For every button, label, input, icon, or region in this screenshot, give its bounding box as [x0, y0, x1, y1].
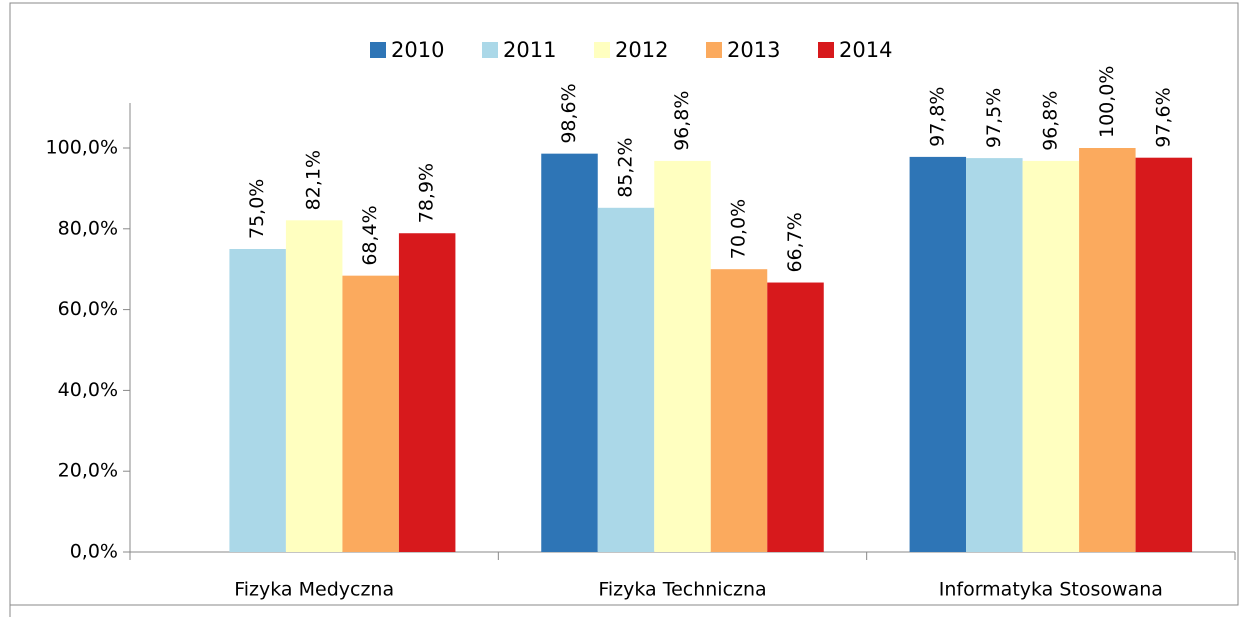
chart-border: [9, 2, 1239, 606]
y-tick-label: 60,0%: [58, 298, 118, 320]
bar: [398, 233, 456, 552]
legend-swatch: [706, 42, 722, 58]
value-label: 78,9%: [416, 163, 438, 223]
value-label: 85,2%: [615, 137, 637, 197]
value-label: 70,0%: [728, 199, 750, 259]
value-label: 96,8%: [1039, 91, 1061, 151]
bar: [710, 269, 768, 552]
y-tick-label: 100,0%: [46, 137, 118, 159]
bar: [285, 220, 343, 553]
bar: [541, 153, 598, 552]
bar: [1079, 148, 1136, 552]
y-tick-label: 20,0%: [58, 460, 118, 482]
legend-swatch: [818, 42, 834, 58]
bar: [229, 249, 286, 552]
legend-label: 2011: [503, 38, 556, 62]
y-tick-label: 40,0%: [58, 379, 118, 401]
legend-swatch: [594, 42, 610, 58]
value-label: 98,6%: [558, 83, 580, 143]
y-tick-label: 80,0%: [58, 217, 118, 239]
bar: [1022, 160, 1080, 553]
value-label: 97,8%: [926, 87, 948, 147]
value-label: 68,4%: [359, 205, 381, 265]
value-label: 82,1%: [303, 150, 325, 210]
bar: [597, 207, 655, 553]
legend-label: 2013: [727, 38, 780, 62]
legend-label: 2010: [391, 38, 444, 62]
value-label: 75,0%: [246, 179, 268, 239]
y-tick-label: 0,0%: [70, 541, 118, 563]
bar: [1135, 157, 1193, 553]
legend-swatch: [370, 42, 386, 58]
bar: [909, 156, 967, 552]
bar: [767, 282, 824, 552]
value-label: 66,7%: [784, 212, 806, 272]
legend-swatch: [482, 42, 498, 58]
x-tick-label: Fizyka Techniczna: [598, 579, 766, 601]
value-label: 97,6%: [1152, 87, 1174, 147]
x-tick-label: Fizyka Medyczna: [234, 579, 394, 601]
x-tick-label: Informatyka Stosowana: [939, 579, 1163, 601]
bar: [654, 160, 711, 553]
value-label: 100,0%: [1096, 66, 1118, 138]
legend-label: 2012: [615, 38, 668, 62]
bar: [342, 275, 399, 552]
value-label: 97,5%: [983, 88, 1005, 148]
value-label: 96,8%: [671, 91, 693, 151]
bar: [966, 158, 1023, 552]
legend-label: 2014: [839, 38, 892, 62]
